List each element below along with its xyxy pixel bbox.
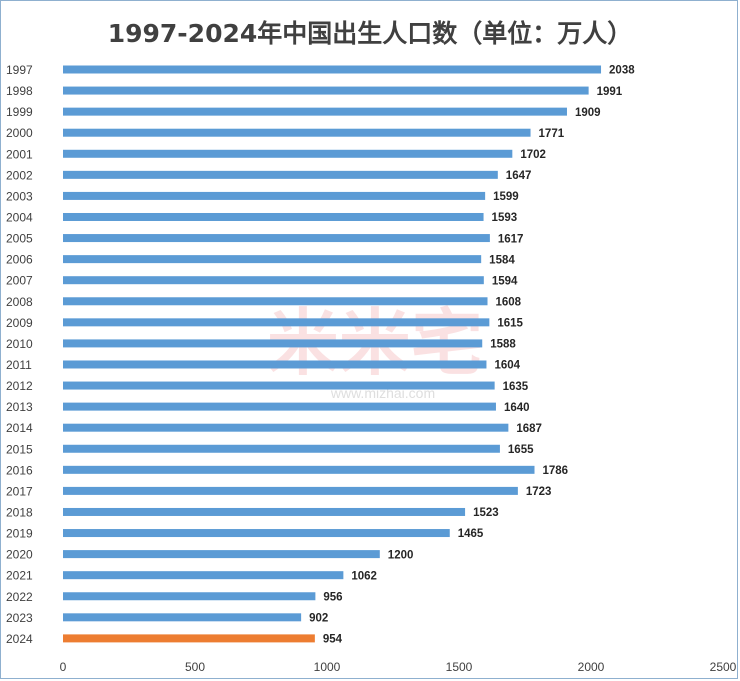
bar-2018 — [63, 507, 466, 516]
bar-2010 — [63, 339, 483, 348]
x-axis-ticks: 0 500 1000 1500 2000 2500 — [60, 660, 737, 674]
y-tick-label: 2015 — [6, 442, 33, 456]
bar-2006 — [63, 255, 482, 264]
y-tick-label: 2024 — [6, 632, 33, 646]
bar-2016 — [63, 465, 535, 474]
x-tick-label: 2500 — [710, 660, 737, 674]
data-label: 1608 — [496, 296, 522, 308]
bar-2024 — [63, 634, 315, 643]
value-labels: 2038 1991 1909 1771 1702 1647 1599 1593 1617 1584… — [309, 65, 635, 646]
y-tick-label: 2023 — [6, 611, 33, 625]
data-label: 1702 — [520, 149, 546, 161]
data-label: 1062 — [351, 570, 377, 582]
data-label: 1200 — [388, 549, 414, 561]
y-tick-label: 2000 — [6, 126, 33, 140]
data-label: 1635 — [503, 381, 529, 393]
bar-2011 — [63, 360, 487, 369]
y-tick-label: 2018 — [6, 505, 33, 519]
data-label: 1647 — [506, 170, 532, 182]
y-tick-label: 2009 — [6, 316, 33, 330]
bar-1999 — [63, 107, 567, 116]
bar-2007 — [63, 276, 484, 285]
x-tick-label: 1500 — [446, 660, 473, 674]
bar-2001 — [63, 149, 513, 158]
data-label: 1687 — [516, 423, 542, 435]
y-tick-label: 2011 — [6, 358, 32, 372]
y-axis-labels: 1997 1998 1999 2000 2001 2002 2003 2004 2005 2006… — [6, 63, 33, 646]
y-tick-label: 2001 — [6, 147, 33, 161]
y-tick-label: 2017 — [6, 484, 33, 498]
bar-2009 — [63, 318, 490, 327]
data-label: 1594 — [492, 275, 518, 287]
bar-2005 — [63, 234, 490, 243]
bar-2014 — [63, 423, 509, 432]
y-tick-label: 2014 — [6, 421, 33, 435]
bar-2021 — [63, 571, 344, 580]
y-tick-label: 2021 — [6, 569, 33, 583]
bar-2022 — [63, 592, 316, 601]
x-tick-label: 1000 — [314, 660, 341, 674]
y-tick-label: 2006 — [6, 253, 33, 267]
bar-2020 — [63, 550, 380, 559]
y-tick-label: 2004 — [6, 210, 33, 224]
data-label: 1615 — [497, 318, 523, 330]
data-label: 1786 — [543, 465, 569, 477]
x-tick-label: 2000 — [578, 660, 605, 674]
y-tick-label: 2022 — [6, 590, 33, 604]
data-label: 1655 — [508, 444, 534, 456]
data-label: 1617 — [498, 233, 524, 245]
bar-2000 — [63, 128, 531, 137]
data-label: 1604 — [494, 360, 520, 372]
data-label: 1588 — [490, 339, 516, 351]
x-tick-label: 0 — [60, 660, 67, 674]
bar-2013 — [63, 402, 496, 411]
data-label: 956 — [323, 591, 342, 603]
y-tick-label: 2003 — [6, 189, 33, 203]
y-tick-label: 2016 — [6, 463, 33, 477]
x-tick-label: 500 — [185, 660, 205, 674]
y-tick-label: 2019 — [6, 527, 33, 541]
y-tick-label: 2020 — [6, 548, 33, 562]
y-tick-label: 1998 — [6, 84, 33, 98]
bar-1997 — [63, 65, 602, 74]
y-tick-label: 2005 — [6, 232, 33, 246]
y-tick-label: 2008 — [6, 295, 33, 309]
bar-1998 — [63, 86, 589, 95]
data-label: 1771 — [539, 128, 565, 140]
y-tick-label: 2013 — [6, 400, 33, 414]
data-label: 1909 — [575, 107, 601, 119]
data-label: 1593 — [492, 212, 518, 224]
data-label: 1723 — [526, 486, 552, 498]
bar-2015 — [63, 444, 500, 453]
y-tick-label: 1997 — [6, 63, 33, 77]
y-tick-label: 1999 — [6, 105, 33, 119]
bar-2019 — [63, 529, 450, 538]
bar-2002 — [63, 170, 498, 179]
bar-2023 — [63, 613, 302, 622]
y-tick-label: 2012 — [6, 379, 33, 393]
bar-2003 — [63, 191, 486, 200]
bar-2004 — [63, 212, 484, 221]
y-tick-label: 2007 — [6, 274, 33, 288]
bars-group — [63, 65, 602, 643]
data-label: 2038 — [609, 65, 635, 77]
y-tick-label: 2002 — [6, 168, 33, 182]
data-label: 1584 — [489, 254, 515, 266]
data-label: 1599 — [493, 191, 519, 203]
data-label: 1465 — [458, 528, 484, 540]
chart-title: 1997-2024年中国出生人口数（单位：万人） — [107, 19, 633, 48]
data-label: 954 — [323, 634, 343, 646]
y-tick-label: 2010 — [6, 337, 33, 351]
bar-2017 — [63, 486, 518, 495]
bar-2012 — [63, 381, 495, 390]
data-label: 1640 — [504, 402, 530, 414]
data-label: 1991 — [597, 86, 623, 98]
bar-2008 — [63, 297, 488, 306]
data-label: 1523 — [473, 507, 499, 519]
data-label: 902 — [309, 613, 328, 625]
